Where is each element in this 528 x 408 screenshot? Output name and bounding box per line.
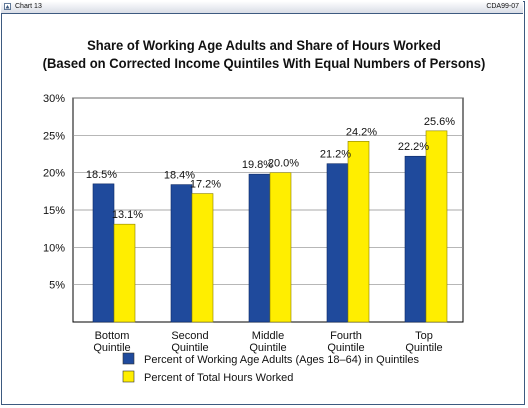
- data-label-hours-worked: 20.0%: [268, 158, 299, 170]
- legend-swatch-working-age-adults: [122, 352, 135, 365]
- bar-working-age-adults: [326, 163, 349, 323]
- bar-working-age-adults: [404, 155, 427, 323]
- chart-header-bar: Chart 13 CDA99-07: [1, 1, 523, 14]
- data-label-hours-worked: 25.6%: [424, 116, 455, 128]
- data-label-working-age-adults: 18.5%: [86, 169, 117, 181]
- x-category-label: Quintile: [327, 342, 364, 354]
- data-label-hours-worked: 13.1%: [112, 209, 143, 221]
- bar-hours-worked: [191, 193, 214, 323]
- legend-label-hours-worked: Percent of Total Hours Worked: [144, 372, 293, 384]
- bar-hours-worked: [425, 130, 448, 323]
- data-label-working-age-adults: 22.2%: [398, 141, 429, 153]
- y-tick-label: 10%: [43, 242, 65, 254]
- x-category-label: Fourth: [330, 330, 362, 342]
- x-category-label: Quintile: [405, 342, 442, 354]
- y-tick-label: 30%: [43, 93, 65, 105]
- y-tick-label: 20%: [43, 168, 65, 180]
- chart-title-block: Share of Working Age Adults and Share of…: [18, 36, 509, 72]
- bar-hours-worked: [113, 223, 136, 323]
- data-label-working-age-adults: 19.8%: [242, 159, 273, 171]
- data-label-hours-worked: 24.2%: [346, 126, 377, 138]
- bar-hours-worked: [347, 141, 370, 323]
- bar-working-age-adults: [92, 183, 115, 323]
- x-category-label: Top: [415, 330, 433, 342]
- bar-hours-worked: [269, 172, 292, 323]
- chart-code: CDA99-07: [486, 3, 519, 10]
- x-category-label: Quintile: [93, 342, 130, 354]
- y-tick-label: 15%: [43, 205, 65, 217]
- chart-subtitle: (Based on Corrected Income Quintiles Wit…: [42, 55, 486, 71]
- x-category-label: Second: [171, 330, 208, 342]
- bar-working-age-adults: [170, 184, 193, 323]
- y-tick-label: 5%: [49, 280, 65, 292]
- chart-corner-icon: [4, 3, 11, 10]
- x-category-label: Quintile: [249, 342, 286, 354]
- data-label-working-age-adults: 18.4%: [164, 170, 195, 182]
- chart-title: Share of Working Age Adults and Share of…: [87, 37, 441, 53]
- y-tick-label: 25%: [43, 130, 65, 142]
- legend-swatch-hours-worked: [122, 370, 135, 383]
- x-category-label: Middle: [252, 330, 284, 342]
- data-label-working-age-adults: 21.2%: [320, 149, 351, 161]
- data-label-hours-worked: 17.2%: [190, 179, 221, 191]
- chart-number-label: Chart 13: [15, 3, 42, 10]
- x-category-label: Quintile: [171, 342, 208, 354]
- bar-working-age-adults: [248, 173, 271, 323]
- legend-label-working-age-adults: Percent of Working Age Adults (Ages 18–6…: [144, 354, 419, 366]
- x-category-label: Bottom: [95, 330, 130, 342]
